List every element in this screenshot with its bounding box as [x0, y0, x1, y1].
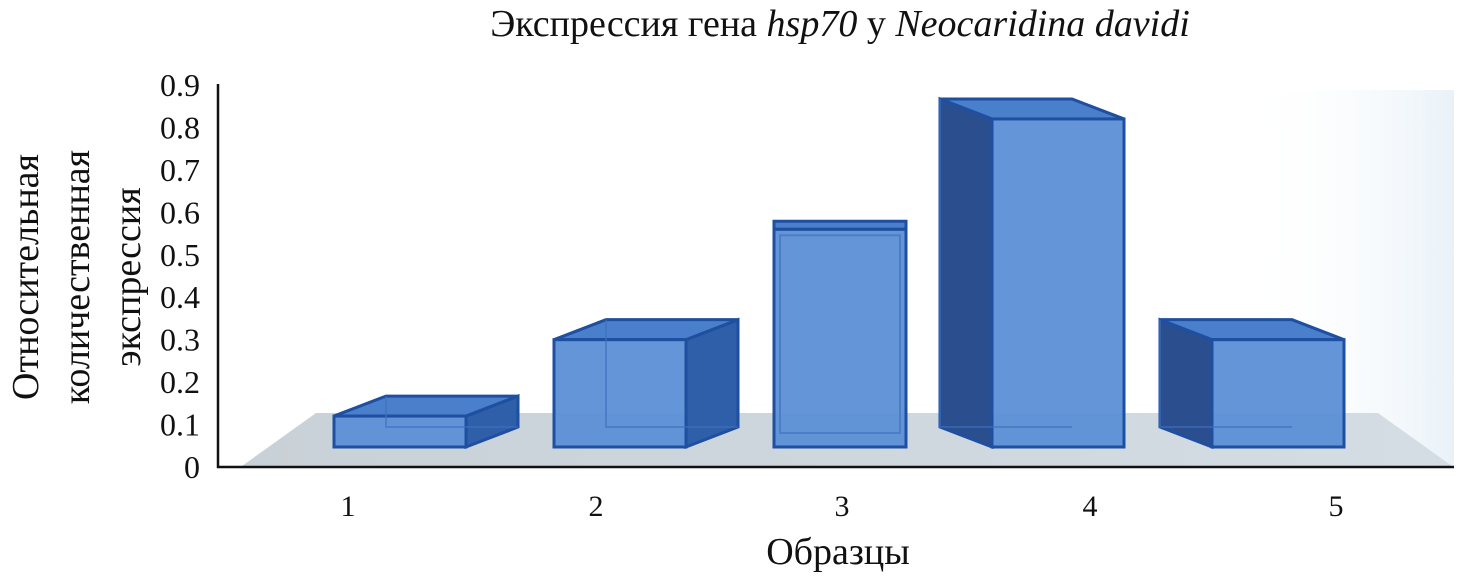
bar-front — [772, 227, 908, 449]
y-axis-label: Относительная количественная экспрессия — [5, 150, 149, 404]
y-axis-label-line-2: количественная — [56, 150, 98, 404]
y-tick-label: 0 — [184, 449, 200, 485]
bar — [552, 317, 740, 450]
bar-inner-edge — [939, 98, 1072, 428]
bar-inner-edge — [1159, 319, 1292, 428]
y-tick-label: 0.3 — [160, 322, 200, 358]
bar-front — [990, 117, 1126, 449]
chart-title-part-2: hsp70 — [767, 3, 858, 45]
chart-title-part-3: у — [857, 3, 895, 45]
x-tick-label: 1 — [341, 490, 356, 523]
bar-front — [552, 338, 688, 449]
bar — [938, 96, 1126, 450]
chart-title-part-4: Neocaridina davidi — [894, 3, 1189, 45]
bar-front — [1210, 338, 1346, 449]
y-tick-label: 0.2 — [160, 364, 200, 400]
y-tick-label: 0.7 — [160, 152, 200, 188]
bar — [332, 393, 520, 450]
bar-inner-edge — [779, 234, 901, 434]
y-axis-ticks: 0 0.1 0.2 0.3 0.4 0.5 0.6 0.7 0.8 0.9 — [160, 67, 200, 485]
y-tick-label: 0.4 — [160, 279, 200, 315]
bar — [1158, 317, 1346, 450]
y-tick-label: 0.5 — [160, 237, 200, 273]
x-axis-label: Образцы — [766, 531, 910, 573]
y-tick-label: 0.1 — [160, 407, 200, 443]
x-tick-label: 3 — [835, 490, 850, 523]
bar-front — [332, 414, 468, 449]
bar-inner-edge — [605, 319, 738, 428]
chart-title: Экспрессия гена hsp70 у Neocaridina davi… — [490, 3, 1190, 45]
bar — [772, 219, 908, 449]
y-axis-label-line-1: Относительная — [5, 154, 47, 400]
y-tick-label: 0.8 — [160, 109, 200, 145]
chart-title-part-1: Экспрессия гена — [490, 3, 766, 45]
x-tick-label: 2 — [589, 490, 604, 523]
y-axis-label-line-3: экспрессия — [107, 187, 149, 366]
bars — [332, 96, 1346, 450]
bar-inner-edge — [385, 396, 518, 428]
x-axis-ticks: 1 2 3 4 5 — [341, 490, 1344, 523]
y-tick-label: 0.6 — [160, 194, 200, 230]
y-tick-label: 0.9 — [160, 67, 200, 103]
bar-side — [938, 96, 994, 450]
x-tick-label: 5 — [1329, 490, 1344, 523]
x-tick-label: 4 — [1083, 490, 1098, 523]
